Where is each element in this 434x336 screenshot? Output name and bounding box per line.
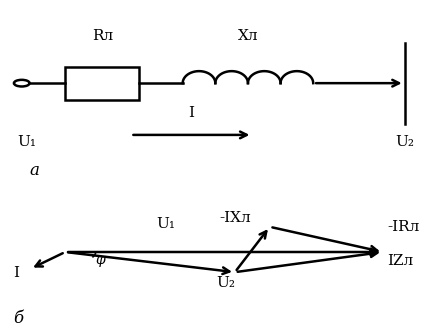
Text: φ: φ (95, 253, 105, 267)
Text: U₁: U₁ (155, 217, 174, 232)
Text: -IXл: -IXл (219, 211, 250, 225)
Text: а: а (30, 162, 39, 178)
Text: IZл: IZл (386, 254, 412, 268)
Text: Rл: Rл (92, 29, 112, 43)
Text: U₁: U₁ (17, 135, 36, 149)
Text: U₂: U₂ (394, 135, 413, 149)
Text: Xл: Xл (237, 29, 258, 43)
Text: -IRл: -IRл (386, 220, 418, 234)
Text: I: I (188, 106, 194, 120)
FancyBboxPatch shape (65, 67, 139, 100)
Text: U₂: U₂ (216, 276, 235, 290)
Text: I: I (13, 266, 19, 280)
Text: б: б (13, 309, 23, 327)
